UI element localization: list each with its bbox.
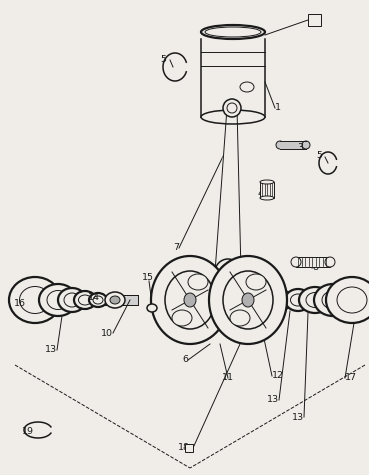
Text: 1: 1 — [275, 104, 281, 113]
Ellipse shape — [306, 293, 324, 307]
Bar — [296, 257, 330, 267]
Ellipse shape — [89, 293, 107, 307]
Ellipse shape — [39, 284, 77, 316]
Ellipse shape — [277, 295, 289, 305]
Text: 11: 11 — [222, 373, 234, 382]
Ellipse shape — [337, 287, 367, 313]
Ellipse shape — [223, 271, 273, 329]
Ellipse shape — [276, 141, 284, 149]
Ellipse shape — [105, 292, 125, 308]
Ellipse shape — [302, 141, 310, 149]
Ellipse shape — [151, 256, 229, 344]
Text: 8: 8 — [312, 264, 318, 273]
Ellipse shape — [322, 291, 344, 309]
Text: 9: 9 — [237, 278, 243, 287]
Ellipse shape — [201, 25, 265, 39]
Text: 2: 2 — [313, 16, 319, 25]
Ellipse shape — [110, 296, 120, 304]
Ellipse shape — [205, 27, 261, 37]
Ellipse shape — [58, 288, 86, 312]
Text: 14: 14 — [88, 294, 100, 303]
Bar — [185, 444, 193, 452]
Ellipse shape — [242, 293, 254, 307]
Ellipse shape — [240, 82, 254, 92]
Text: 13: 13 — [45, 345, 57, 354]
Ellipse shape — [246, 274, 266, 290]
Text: 5: 5 — [160, 55, 166, 64]
Ellipse shape — [185, 280, 195, 290]
Polygon shape — [215, 108, 241, 272]
Ellipse shape — [291, 257, 301, 267]
Ellipse shape — [201, 110, 265, 124]
Ellipse shape — [260, 180, 274, 184]
Bar — [18, 295, 138, 305]
Text: 7: 7 — [173, 244, 179, 253]
Bar — [280, 141, 306, 149]
Text: 4: 4 — [258, 189, 264, 198]
Bar — [255, 295, 365, 305]
Ellipse shape — [290, 294, 306, 306]
Ellipse shape — [184, 293, 196, 307]
Ellipse shape — [188, 274, 208, 290]
Text: 5: 5 — [316, 152, 322, 161]
Ellipse shape — [250, 280, 260, 290]
Text: 18: 18 — [178, 444, 190, 453]
Ellipse shape — [9, 277, 61, 323]
Ellipse shape — [172, 310, 192, 326]
Ellipse shape — [272, 291, 294, 309]
Text: 15: 15 — [142, 274, 154, 283]
Bar — [260, 182, 274, 198]
Ellipse shape — [314, 284, 352, 316]
Text: 16: 16 — [14, 298, 26, 307]
Ellipse shape — [223, 99, 241, 117]
Ellipse shape — [260, 196, 274, 200]
Ellipse shape — [220, 264, 236, 280]
Ellipse shape — [215, 259, 241, 285]
Ellipse shape — [299, 287, 331, 313]
Text: 12: 12 — [272, 371, 284, 380]
Ellipse shape — [325, 257, 335, 267]
Ellipse shape — [47, 291, 69, 310]
Text: 13: 13 — [267, 396, 279, 405]
Ellipse shape — [326, 277, 369, 323]
Text: 17: 17 — [345, 373, 357, 382]
Ellipse shape — [93, 296, 103, 304]
Text: 6: 6 — [182, 355, 188, 364]
Ellipse shape — [230, 310, 250, 326]
Ellipse shape — [165, 271, 215, 329]
Text: 3: 3 — [297, 143, 303, 152]
Bar — [190, 280, 255, 290]
Ellipse shape — [74, 291, 96, 309]
Ellipse shape — [227, 103, 237, 113]
Ellipse shape — [285, 289, 311, 311]
Ellipse shape — [209, 256, 287, 344]
Ellipse shape — [20, 286, 51, 314]
Bar — [308, 14, 321, 26]
Text: 13: 13 — [292, 412, 304, 421]
Text: 19: 19 — [22, 428, 34, 437]
Text: 10: 10 — [101, 329, 113, 338]
Ellipse shape — [64, 293, 80, 307]
Ellipse shape — [147, 304, 157, 312]
Ellipse shape — [79, 295, 92, 305]
